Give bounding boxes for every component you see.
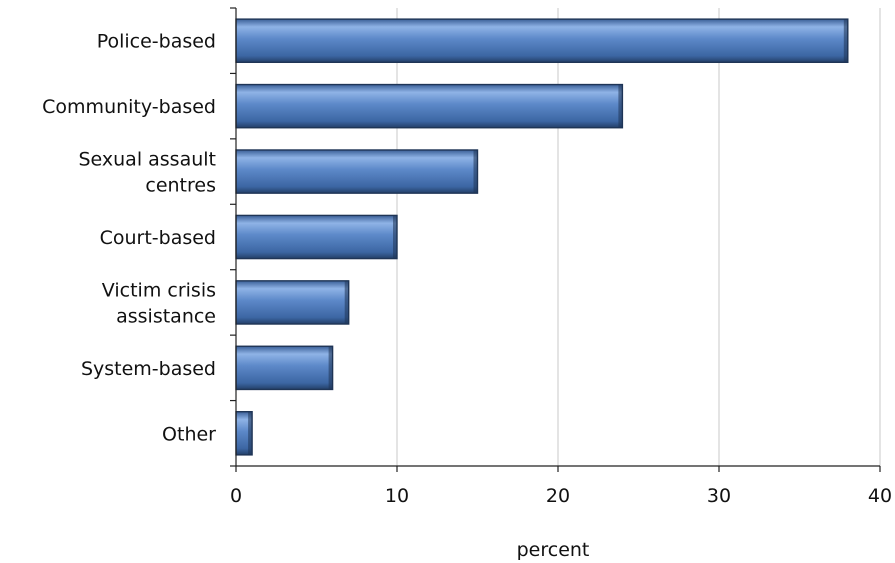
bar-end-2	[473, 149, 478, 194]
category-label-line: centres	[145, 175, 216, 197]
bars	[235, 18, 849, 456]
bar-end-1	[618, 84, 623, 128]
bar-end-6	[248, 411, 253, 455]
category-label-5: System-based	[81, 358, 216, 380]
bar-5	[235, 345, 334, 391]
category-label-line: Police-based	[97, 31, 216, 53]
category-labels: Police-based Community-based Sexual assaul…	[42, 31, 216, 446]
category-label-0: Police-based	[97, 31, 216, 53]
x-tick-label-2: 20	[546, 485, 570, 507]
category-label-6: Other	[162, 423, 216, 445]
gridlines	[396, 8, 881, 466]
category-label-line: Sexual assault	[78, 149, 216, 171]
bar-0	[235, 18, 849, 64]
bar-end-0	[843, 19, 848, 63]
x-tick-label-1: 10	[385, 485, 409, 507]
category-label-3: Court-based	[100, 227, 216, 249]
x-tick-label-3: 30	[707, 485, 731, 507]
bar-1	[235, 83, 624, 129]
category-label-1: Community-based	[42, 96, 216, 118]
axes	[230, 7, 881, 472]
category-label-line: Other	[162, 423, 216, 445]
category-label-line: Court-based	[100, 227, 216, 249]
bar-end-3	[393, 215, 397, 259]
category-label-line: Victim crisis	[102, 279, 216, 301]
x-axis-title: percent	[517, 539, 590, 561]
category-label-line: assistance	[116, 305, 216, 327]
category-label-2: Sexual assault centres	[78, 149, 216, 197]
x-tick-labels: 0 10 20 30 40	[230, 485, 892, 507]
bar-end-5	[328, 346, 333, 390]
x-tick-label-0: 0	[230, 485, 242, 507]
category-label-line: Community-based	[42, 96, 216, 118]
bar-2	[235, 149, 479, 194]
bar-end-4	[344, 280, 349, 325]
x-tick-label-4: 40	[868, 485, 892, 507]
category-label-line: System-based	[81, 358, 216, 380]
bar-3	[235, 214, 398, 260]
category-label-4: Victim crisis assistance	[102, 279, 216, 327]
bar-4	[235, 280, 350, 325]
